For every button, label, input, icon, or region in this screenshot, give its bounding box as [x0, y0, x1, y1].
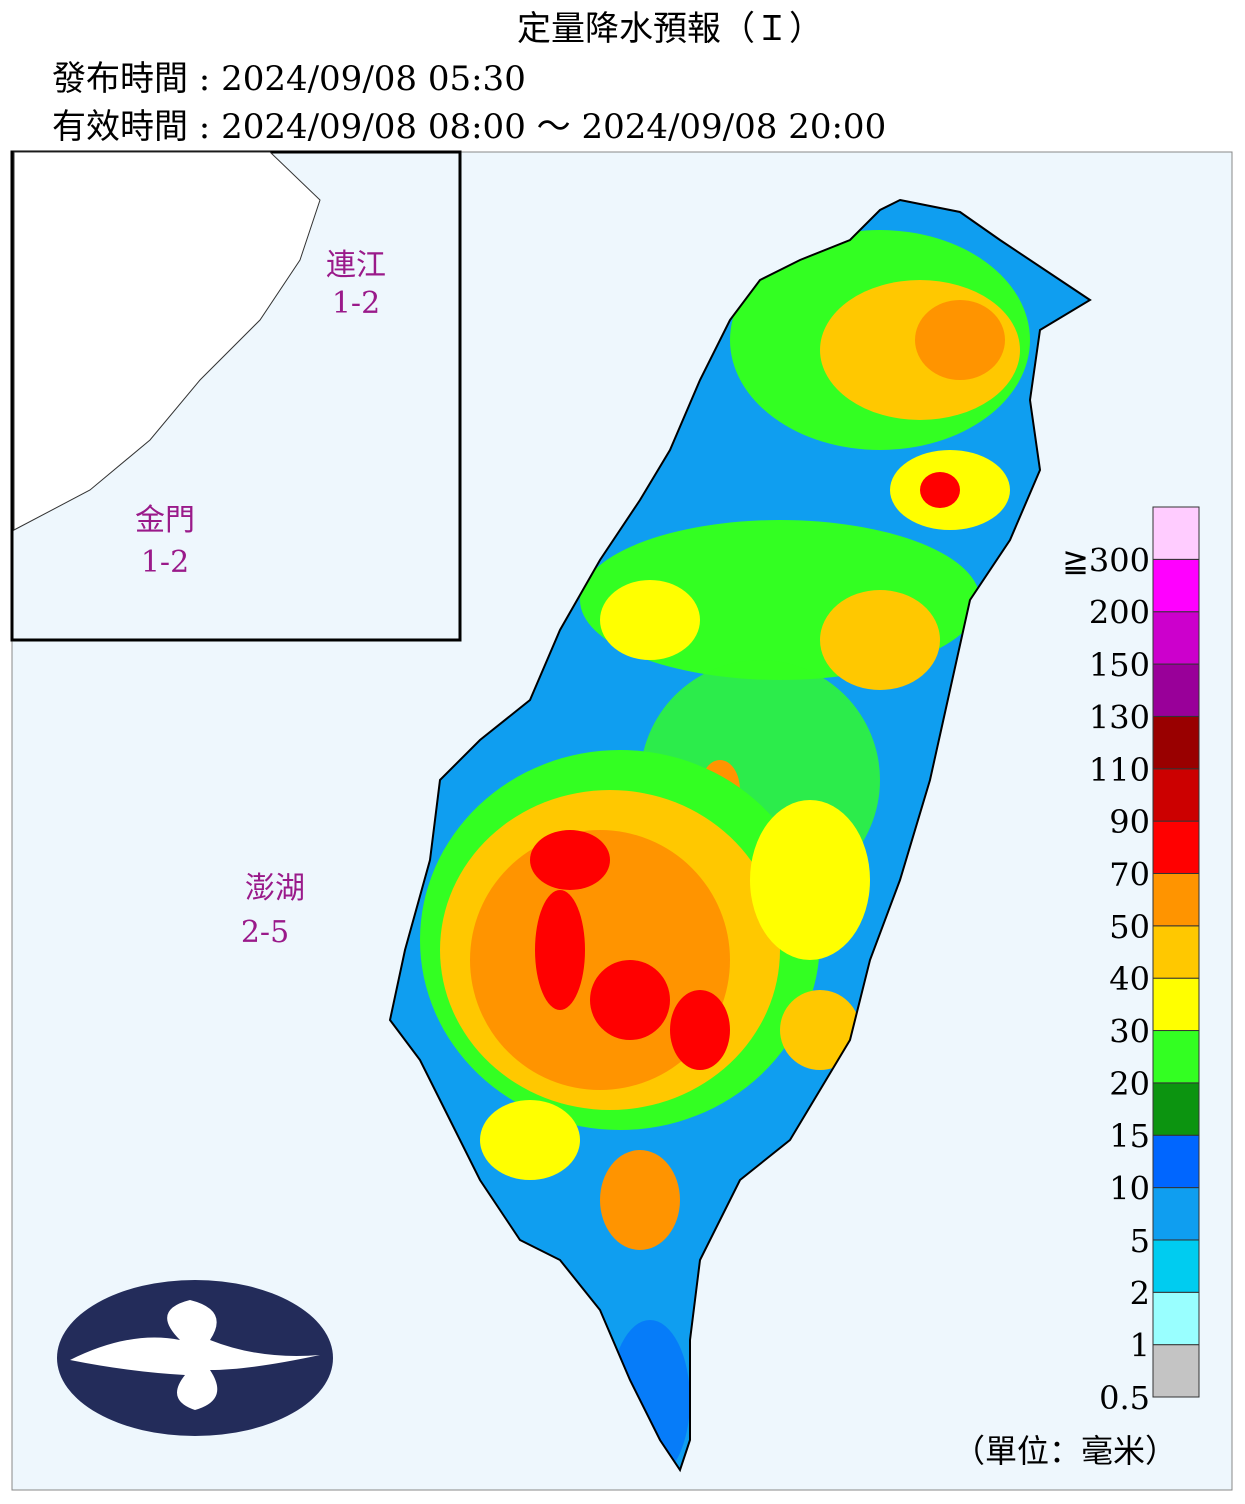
legend-label: 20: [1109, 1065, 1150, 1103]
legend-swatch: [1152, 977, 1200, 1032]
legend-swatch: [1152, 1134, 1200, 1189]
legend-swatch: [1152, 506, 1200, 560]
legend-swatch: [1152, 820, 1200, 874]
island-name: 澎湖: [245, 871, 305, 906]
legend-label: 1: [1130, 1327, 1150, 1365]
mainland-coast: [13, 151, 321, 531]
legend-label: 130: [1089, 698, 1150, 736]
legend-label: 150: [1089, 646, 1150, 684]
legend-label: 40: [1109, 960, 1150, 998]
logo: [57, 1280, 333, 1436]
legend-swatch: [1152, 768, 1200, 822]
legend-label: 200: [1089, 594, 1150, 632]
legend-swatch: [1152, 1344, 1200, 1398]
island-range: 2-5: [241, 915, 289, 950]
legend-label: 70: [1109, 855, 1150, 893]
legend-swatch: [1152, 1187, 1200, 1241]
title: 定量降水預報（Ｉ）: [517, 9, 823, 49]
island-range: 1-2: [332, 286, 380, 321]
legend-swatch: [1152, 1082, 1200, 1136]
legend-swatch: [1152, 872, 1200, 927]
legend-label: 10: [1109, 1170, 1150, 1208]
legend-label: ≧300: [1062, 541, 1150, 579]
issue-time: 發布時間 : 2024/09/08 05:30: [52, 59, 526, 99]
legend-label: 110: [1089, 751, 1150, 789]
legend-label: 0.5: [1099, 1379, 1150, 1417]
legend-label: 90: [1109, 803, 1150, 841]
legend-swatch: [1152, 1291, 1200, 1346]
legend: 0.5 1 2 5 10 15 20 30 40 50 70 90 110 130 150 200 ≧300: [1062, 506, 1200, 1417]
island-range: 1-2: [141, 545, 189, 580]
island-name: 金門: [135, 503, 195, 538]
unit-label: （單位：毫米）: [953, 1432, 1177, 1470]
legend-label: 30: [1109, 1013, 1150, 1051]
legend-label: 2: [1130, 1274, 1150, 1312]
legend-swatch: [1152, 611, 1200, 665]
legend-swatch: [1152, 663, 1200, 717]
legend-label: 15: [1109, 1117, 1150, 1155]
island-name: 連江: [326, 248, 386, 283]
legend-label: 50: [1109, 908, 1150, 946]
legend-swatch: [1152, 1030, 1200, 1084]
legend-swatch: [1152, 1239, 1200, 1293]
valid-time: 有效時間 : 2024/09/08 08:00 ～ 2024/09/08 20:…: [52, 107, 886, 147]
legend-swatch: [1152, 558, 1200, 613]
legend-swatch: [1152, 925, 1200, 979]
legend-swatch: [1152, 715, 1200, 770]
legend-label: 5: [1130, 1222, 1150, 1260]
